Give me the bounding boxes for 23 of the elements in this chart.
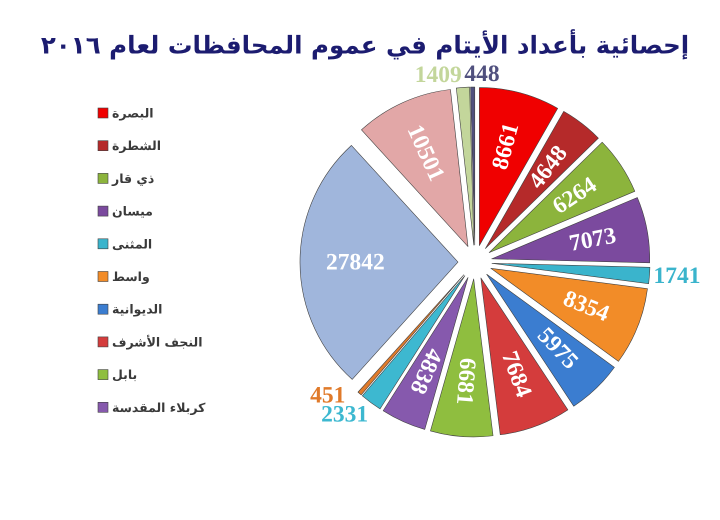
legend-label: المثنى [112,236,152,252]
data-label: 448 [464,61,500,88]
data-label: 7073 [567,222,618,257]
data-label: 27842 [326,249,385,276]
data-label: 2331 [321,402,368,428]
data-label: 1741 [653,262,700,289]
legend-label: النجف الأشرف [112,334,203,350]
data-label: 1409 [414,62,462,88]
data-label: 7684 [496,348,537,401]
data-label: 10501 [402,120,450,186]
legend-label: الشطرة [112,138,162,154]
legend-label: ميسان [112,204,153,219]
legend-label: البصرة [112,106,154,120]
data-label: 8661 [487,120,524,172]
data-label: 4838 [404,344,448,398]
legend-label: بابل [112,367,138,382]
legend-label: الديوانية [112,302,162,317]
data-label: 6681 [450,356,481,406]
legend-label: كربلاء المقدسة [112,400,206,415]
data-label: 8354 [560,286,613,328]
title: إحصائية بأعداد الأيتام في عموم المحافظات لعام ٢٠١٦ [40,30,690,60]
legend-label: ذي قار [112,170,154,186]
legend-label: واسط [112,269,150,284]
